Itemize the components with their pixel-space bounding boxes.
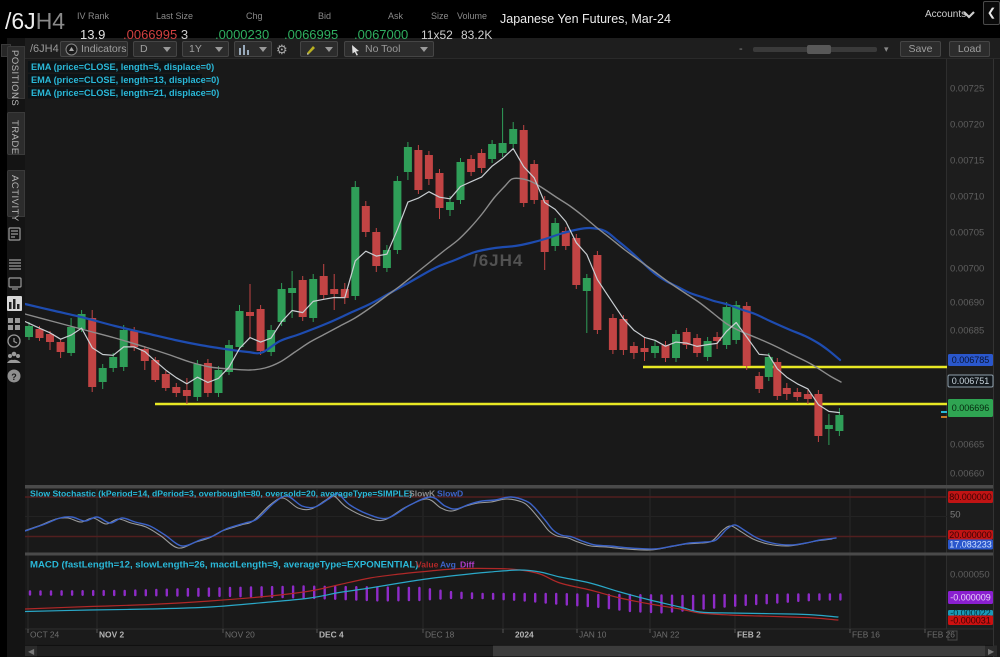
svg-text:80.000000: 80.000000 [949, 492, 992, 502]
svg-text:0.006696: 0.006696 [952, 403, 990, 413]
svg-text:0.00705: 0.00705 [950, 228, 984, 239]
svg-text:0.00725: 0.00725 [950, 84, 984, 95]
svg-text:Diff: Diff [460, 560, 474, 570]
svg-text:▶: ▶ [988, 647, 995, 656]
svg-text:DEC 18: DEC 18 [425, 630, 455, 640]
svg-text:Slow Stochastic (kPeriod=14, d: Slow Stochastic (kPeriod=14, dPeriod=3, … [30, 489, 412, 499]
svg-text:MACD (fastLength=12, slowLengt: MACD (fastLength=12, slowLength=26, macd… [30, 560, 418, 571]
svg-text:FEB 16: FEB 16 [852, 630, 880, 640]
svg-text:0.00690: 0.00690 [950, 298, 984, 309]
svg-text:NOV 2: NOV 2 [99, 630, 124, 640]
svg-text:/6JH4: /6JH4 [473, 251, 523, 270]
svg-text:-0.000031: -0.000031 [950, 615, 991, 625]
svg-text:EMA (price=CLOSE, length=13, d: EMA (price=CLOSE, length=13, displace=0) [31, 75, 219, 85]
svg-text:FEB 26: FEB 26 [927, 630, 955, 640]
svg-text:0.00715: 0.00715 [950, 156, 984, 167]
svg-text:JAN 10: JAN 10 [579, 630, 607, 640]
svg-text:◀: ◀ [28, 647, 35, 656]
svg-text:2024: 2024 [515, 630, 534, 640]
svg-text:0.00700: 0.00700 [950, 264, 984, 275]
svg-text:17.083233: 17.083233 [949, 540, 992, 550]
svg-text:Avg: Avg [440, 560, 456, 570]
svg-text:0.000050: 0.000050 [950, 570, 990, 581]
svg-text:0.00720: 0.00720 [950, 120, 984, 131]
svg-text:20.000000: 20.000000 [949, 530, 992, 540]
svg-text:0.00660: 0.00660 [950, 469, 984, 480]
svg-text:EMA (price=CLOSE, length=5, di: EMA (price=CLOSE, length=5, displace=0) [31, 62, 214, 72]
svg-text:0.00710: 0.00710 [950, 192, 984, 203]
svg-text:EMA (price=CLOSE, length=21, d: EMA (price=CLOSE, length=21, displace=0) [31, 88, 219, 98]
svg-text:JAN 22: JAN 22 [652, 630, 680, 640]
svg-text:DEC 4: DEC 4 [319, 630, 344, 640]
svg-text:0.006751: 0.006751 [952, 376, 990, 386]
svg-text:SlowK: SlowK [409, 489, 436, 499]
svg-text:0.00685: 0.00685 [950, 326, 984, 337]
svg-text:FEB 2: FEB 2 [737, 630, 761, 640]
svg-text:SlowD: SlowD [437, 489, 463, 499]
svg-text:0.00665: 0.00665 [950, 440, 984, 451]
svg-text:Value: Value [416, 560, 439, 570]
svg-text:0.006785: 0.006785 [952, 355, 990, 365]
svg-text:-0.000022: -0.000022 [950, 608, 991, 618]
svg-text:NOV 20: NOV 20 [225, 630, 255, 640]
svg-text:OCT 24: OCT 24 [30, 630, 60, 640]
svg-text:50: 50 [950, 510, 961, 521]
svg-text:?: ? [11, 372, 17, 382]
svg-text:-0.000009: -0.000009 [950, 593, 991, 603]
